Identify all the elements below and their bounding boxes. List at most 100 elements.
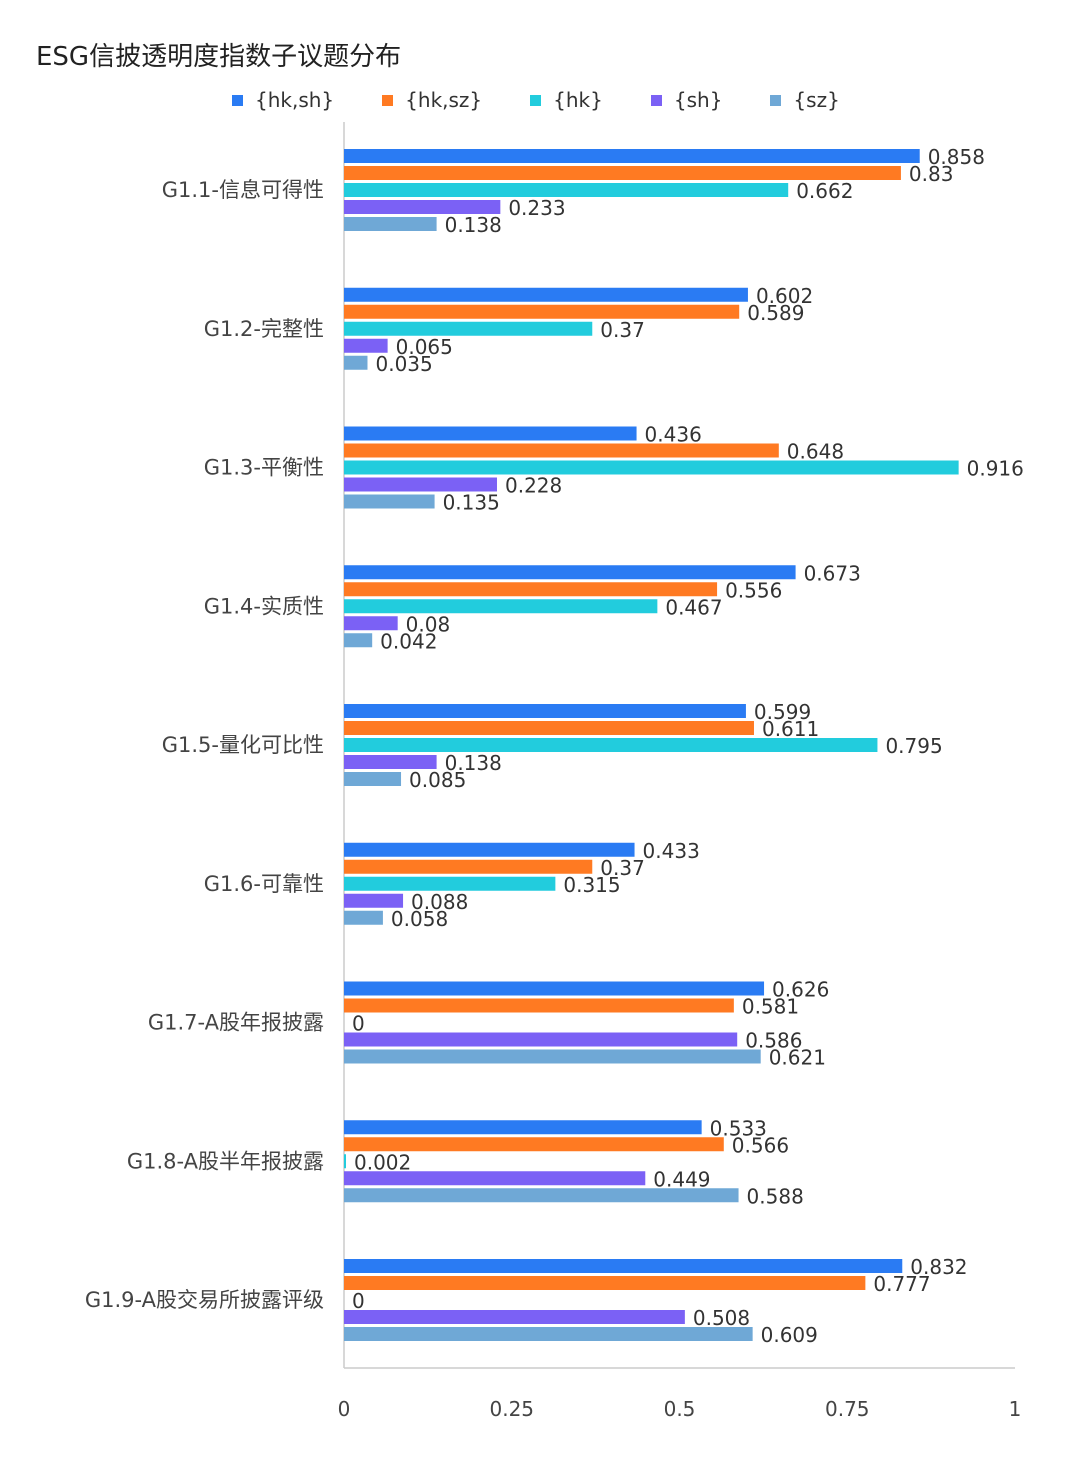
bar-hksz <box>344 1276 866 1290</box>
bar-sz <box>344 217 437 231</box>
legend-swatch <box>770 94 782 106</box>
chart-title: ESG信披透明度指数子议题分布 <box>36 42 402 72</box>
bar-sh <box>344 893 404 908</box>
data-label: 0.433 <box>643 839 700 863</box>
legend-item: {hk} <box>530 88 603 112</box>
legend-item: {sz} <box>770 88 840 112</box>
bar-hksh <box>344 1120 702 1135</box>
bar-sh <box>344 338 388 353</box>
data-label: 0.795 <box>885 734 942 758</box>
category-label: G1.4-实质性 <box>204 594 324 618</box>
bar-sh <box>344 1032 738 1047</box>
legend-item: {sh} <box>650 88 723 112</box>
bar-sh <box>344 1171 646 1186</box>
data-label: 0.599 <box>754 700 811 724</box>
data-label: 0.626 <box>772 978 829 1002</box>
data-label: 0.138 <box>445 751 502 775</box>
data-label: 0.556 <box>725 578 782 602</box>
data-label: 0.135 <box>443 491 500 515</box>
x-tick-label: 0 <box>338 1397 351 1421</box>
bar-hk <box>344 738 878 752</box>
category-label: G1.6-可靠性 <box>204 872 324 896</box>
bar-hksz <box>344 998 734 1013</box>
data-label: 0.315 <box>563 873 620 897</box>
data-label: 0.832 <box>910 1255 967 1279</box>
data-label: 0.858 <box>928 145 985 169</box>
category-label: G1.7-A股年报披露 <box>148 1011 324 1035</box>
bar-sh <box>344 755 437 769</box>
category-label: G1.5-量化可比性 <box>162 733 324 757</box>
data-label: 0.586 <box>745 1029 802 1053</box>
bar-hk <box>344 321 593 336</box>
bar-sh <box>344 200 501 214</box>
legend-label: {hk} <box>553 88 603 112</box>
data-label: 0.533 <box>710 1116 767 1140</box>
data-label: 0.467 <box>665 595 722 619</box>
x-tick-label: 1 <box>1009 1397 1022 1421</box>
data-label: 0.611 <box>762 717 819 741</box>
bar-hk <box>344 876 556 891</box>
data-label: 0.673 <box>804 561 861 585</box>
data-label: 0 <box>352 1012 365 1036</box>
legend-swatch <box>530 94 542 106</box>
bar-hksz <box>344 443 779 458</box>
data-label: 0.065 <box>396 335 453 359</box>
data-label: 0.662 <box>796 179 853 203</box>
bar-sz <box>344 1188 739 1203</box>
data-label: 0.088 <box>411 890 468 914</box>
data-label: 0.042 <box>380 629 437 653</box>
data-label: 0.648 <box>787 440 844 464</box>
data-label: 0.566 <box>732 1133 789 1157</box>
category-label: G1.2-完整性 <box>204 317 324 341</box>
data-label: 0.621 <box>769 1046 826 1070</box>
data-label: 0.37 <box>600 318 645 342</box>
bar-hksz <box>344 304 740 319</box>
bar-hksz <box>344 582 718 597</box>
legend-label: {sh} <box>673 88 723 112</box>
data-label: 0.138 <box>445 213 502 237</box>
data-label: 0.37 <box>600 856 645 880</box>
data-label: 0.002 <box>354 1150 411 1174</box>
data-label: 0.602 <box>756 284 813 308</box>
data-label: 0.228 <box>505 474 562 498</box>
data-label: 0.058 <box>391 907 448 931</box>
chart-legend: {hk,sh} {hk,sz} {hk} {sh} {sz} <box>232 86 888 114</box>
bar-hksz <box>344 721 754 735</box>
bar-hksh <box>344 149 920 163</box>
bar-hksh <box>344 287 748 302</box>
bar-sz <box>344 1049 761 1064</box>
data-label: 0.916 <box>967 457 1024 481</box>
data-label: 0.83 <box>909 162 954 186</box>
bar-hksh <box>344 842 635 857</box>
bar-hksh <box>344 704 746 718</box>
bar-sz <box>344 355 368 370</box>
x-tick-label: 0.5 <box>664 1397 696 1421</box>
legend-label: {sz} <box>793 88 840 112</box>
bar-hksh <box>344 565 796 580</box>
data-label: 0.085 <box>409 768 466 792</box>
category-label: G1.3-平衡性 <box>204 456 324 480</box>
data-label: 0.581 <box>742 995 799 1019</box>
legend-item: {hk,sz} <box>382 88 482 112</box>
category-label: G1.1-信息可得性 <box>162 178 324 202</box>
data-label: 0.588 <box>747 1184 804 1208</box>
bar-hksh <box>344 426 637 441</box>
data-label: 0.589 <box>747 301 804 325</box>
bar-hksh <box>344 981 765 996</box>
data-label: 0.035 <box>375 352 432 376</box>
bar-sz <box>344 494 435 509</box>
data-label: 0.233 <box>508 196 565 220</box>
x-tick-label: 0.75 <box>825 1397 870 1421</box>
bar-sz <box>344 1327 753 1341</box>
legend-swatch <box>382 94 394 106</box>
legend-swatch <box>650 94 662 106</box>
data-label: 0.436 <box>645 423 702 447</box>
legend-item: {hk,sh} <box>232 88 334 112</box>
legend-label: {hk,sz} <box>405 88 483 112</box>
bar-sz <box>344 633 373 648</box>
data-label: 0.449 <box>653 1167 710 1191</box>
bar-sh <box>344 477 497 492</box>
data-label: 0 <box>352 1289 365 1313</box>
data-label: 0.08 <box>406 612 451 636</box>
